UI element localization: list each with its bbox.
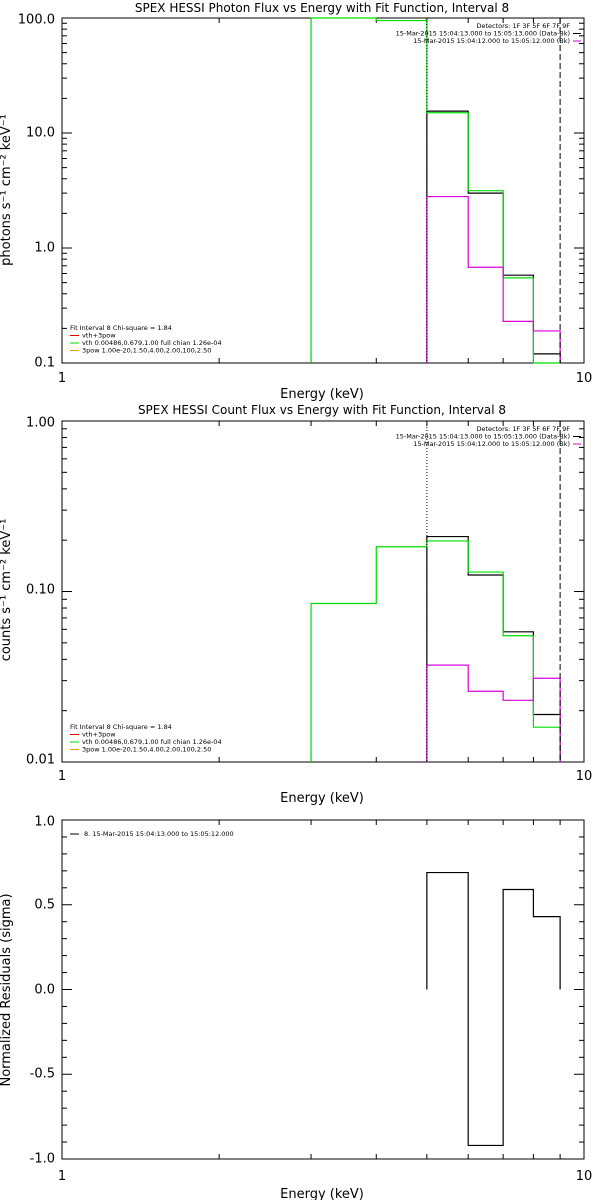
legend-left-entry: Fit Interval 8 Chi-square = 1.84 [70, 324, 172, 332]
series-line-2 [426, 664, 561, 762]
y-tick-label: 1.0 [34, 241, 55, 256]
legend-left-entry: vth+3pow [82, 332, 116, 340]
plot-frame [61, 420, 585, 763]
tick-marks [61, 17, 585, 364]
x-axis-label: Energy (keV) [280, 387, 364, 402]
y-tick-label: 1.0 [34, 815, 55, 830]
legend-left-entry: vth 0.00486,0.679,1.00 full chian 1.26e-… [82, 339, 222, 347]
y-tick-label: -0.5 [30, 1067, 55, 1082]
legend-left-entry: vth+3pow [82, 731, 116, 739]
legend-right: Detectors: 1F 3F 5F 6F 7F 9F15-Mar-2015 … [396, 22, 581, 45]
x-axis-label: Energy (keV) [280, 791, 364, 806]
legend-right-entry: Detectors: 1F 3F 5F 6F 7F 9F [476, 425, 570, 433]
legend-right-entry: 15-Mar-2015 15:04:13.000 to 15:05:13.000… [396, 433, 570, 441]
y-axis-label: counts s⁻¹ cm⁻² keV⁻¹ [0, 519, 14, 662]
series-group [310, 17, 561, 364]
y-tick-label: 10.0 [26, 126, 55, 141]
series-line-0 [426, 110, 561, 363]
photon-flux-panel: SPEX HESSI Photon Flux vs Energy with Fi… [0, 1, 592, 402]
y-tick-label: 0.01 [26, 753, 55, 768]
legend-left: Fit Interval 8 Chi-square = 1.84vth+3pow… [70, 324, 222, 355]
y-axis-label: Normalized Residuals (sigma) [0, 893, 14, 1086]
y-tick-label: 0.0 [34, 983, 55, 998]
y-axis-label: photons s⁻¹ cm⁻² keV⁻¹ [0, 114, 14, 266]
series-line-0 [426, 871, 561, 1147]
x-tick-label: 10 [576, 1169, 593, 1184]
x-tick-label: 1 [58, 371, 66, 386]
tick-marks [61, 420, 585, 763]
legend-left-entry: 8. 15-Mar-2015 15:04:13.000 to 15:05:12.… [84, 830, 234, 838]
count-flux-panel: SPEX HESSI Count Flux vs Energy with Fit… [0, 403, 592, 806]
series-line-0 [426, 535, 561, 762]
series-line-1 [310, 540, 561, 762]
plot-frame [61, 819, 585, 1160]
series-line-1 [310, 17, 561, 364]
x-tick-label: 1 [58, 1169, 66, 1184]
plot-frame [61, 17, 585, 364]
y-tick-label: 1.00 [26, 416, 55, 431]
legend-right-entry: 15-Mar-2015 15:04:13.000 to 15:05:13.000… [396, 30, 570, 38]
series-group [426, 871, 561, 1147]
y-tick-label: 0.10 [26, 583, 55, 598]
legend-left-entry: 3pow 1.00e-20,1.50,4.00,2.00,100,2.50 [82, 746, 211, 754]
y-tick-label: -1.0 [30, 1152, 55, 1167]
legend-right-entry: Detectors: 1F 3F 5F 6F 7F 9F [476, 22, 570, 30]
x-axis-label: Energy (keV) [280, 1187, 364, 1200]
legend-left-entry: 3pow 1.00e-20,1.50,4.00,2.00,100,2.50 [82, 347, 211, 355]
x-tick-label: 10 [576, 769, 593, 784]
series-group [310, 421, 561, 762]
legend-left: 8. 15-Mar-2015 15:04:13.000 to 15:05:12.… [70, 830, 234, 838]
legend-left-entry: Fit Interval 8 Chi-square = 1.84 [70, 723, 172, 731]
y-tick-label: 0.5 [34, 898, 55, 913]
legend-right-entry: 15-Mar-2015 15:04:12.000 to 15:05:12.000… [413, 440, 570, 448]
chart-title: SPEX HESSI Count Flux vs Energy with Fit… [138, 403, 506, 417]
x-tick-label: 10 [576, 371, 593, 386]
series-line-2 [426, 195, 561, 363]
tick-marks [61, 819, 585, 1160]
legend-right-entry: 15-Mar-2015 15:04:12.000 to 15:05:12.000… [413, 37, 570, 45]
chart-title: SPEX HESSI Photon Flux vs Energy with Fi… [135, 1, 509, 15]
legend-right: Detectors: 1F 3F 5F 6F 7F 9F15-Mar-2015 … [396, 425, 581, 448]
legend-left-entry: vth 0.00486,0.679,1.00 full chian 1.26e-… [82, 738, 222, 746]
x-tick-label: 1 [58, 769, 66, 784]
residuals-panel: 1 10 -1.0 -0.5 0.0 0.5 1.0 Energy (keV) … [0, 815, 592, 1200]
y-tick-label: 100.0 [18, 13, 55, 28]
y-tick-label: 0.1 [34, 356, 55, 371]
legend-left: Fit Interval 8 Chi-square = 1.84vth+3pow… [70, 723, 222, 754]
